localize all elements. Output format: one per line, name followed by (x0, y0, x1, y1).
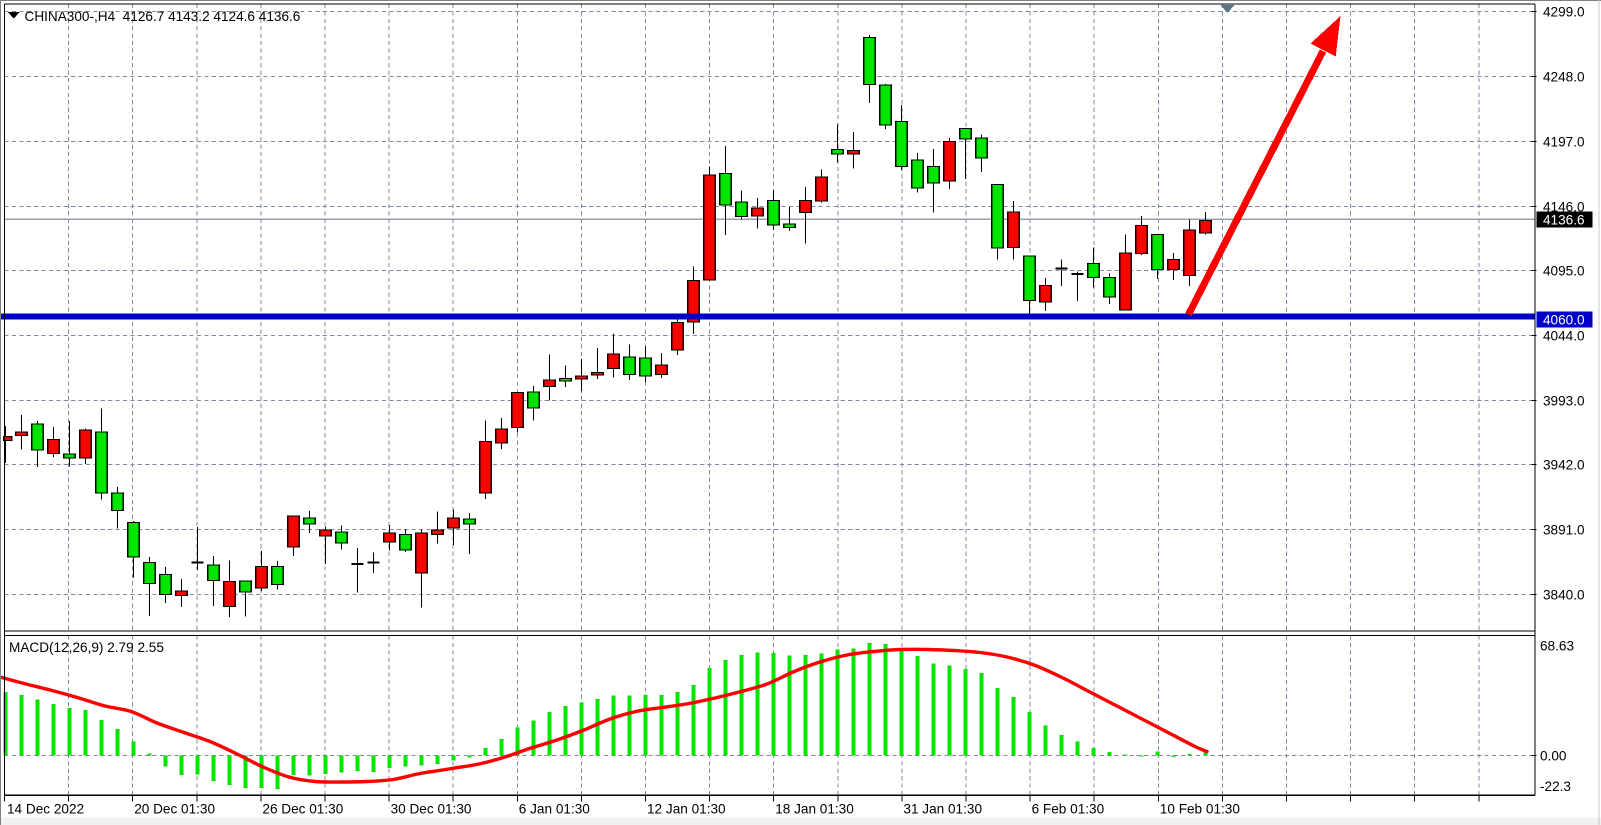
svg-text:4248.0: 4248.0 (1543, 69, 1585, 84)
svg-text:26 Dec 01:30: 26 Dec 01:30 (262, 802, 343, 817)
svg-text:4044.0: 4044.0 (1543, 328, 1585, 343)
svg-text:20 Dec 01:30: 20 Dec 01:30 (134, 802, 215, 817)
svg-text:4060.0: 4060.0 (1543, 312, 1585, 327)
svg-text:4095.0: 4095.0 (1543, 263, 1585, 278)
svg-text:3891.0: 3891.0 (1543, 522, 1585, 537)
svg-text:18 Jan 01:30: 18 Jan 01:30 (775, 802, 854, 817)
svg-text:31 Jan 01:30: 31 Jan 01:30 (903, 802, 982, 817)
svg-text:3840.0: 3840.0 (1543, 587, 1585, 602)
svg-text:CHINA300-,H4 4126.7 4143.2 41: CHINA300-,H4 4126.7 4143.2 4124.6 4136.6 (25, 9, 301, 24)
svg-text:4146.0: 4146.0 (1543, 199, 1585, 214)
svg-text:0.00: 0.00 (1540, 748, 1567, 763)
svg-text:MACD(12,26,9) 2.79 2.55: MACD(12,26,9) 2.79 2.55 (9, 640, 164, 655)
svg-text:6 Feb 01:30: 6 Feb 01:30 (1032, 802, 1105, 817)
svg-text:10 Feb 01:30: 10 Feb 01:30 (1160, 802, 1241, 817)
svg-text:4197.0: 4197.0 (1543, 134, 1585, 149)
svg-text:3993.0: 3993.0 (1543, 393, 1585, 408)
svg-text:4136.6: 4136.6 (1543, 212, 1585, 227)
svg-text:14 Dec 2022: 14 Dec 2022 (7, 802, 84, 817)
svg-text:-22.3: -22.3 (1540, 779, 1571, 794)
svg-text:6 Jan 01:30: 6 Jan 01:30 (519, 802, 590, 817)
svg-text:12 Jan 01:30: 12 Jan 01:30 (647, 802, 726, 817)
svg-text:3942.0: 3942.0 (1543, 457, 1585, 472)
svg-text:68.63: 68.63 (1540, 638, 1574, 653)
svg-text:30 Dec 01:30: 30 Dec 01:30 (391, 802, 472, 817)
svg-text:4299.0: 4299.0 (1543, 4, 1585, 19)
